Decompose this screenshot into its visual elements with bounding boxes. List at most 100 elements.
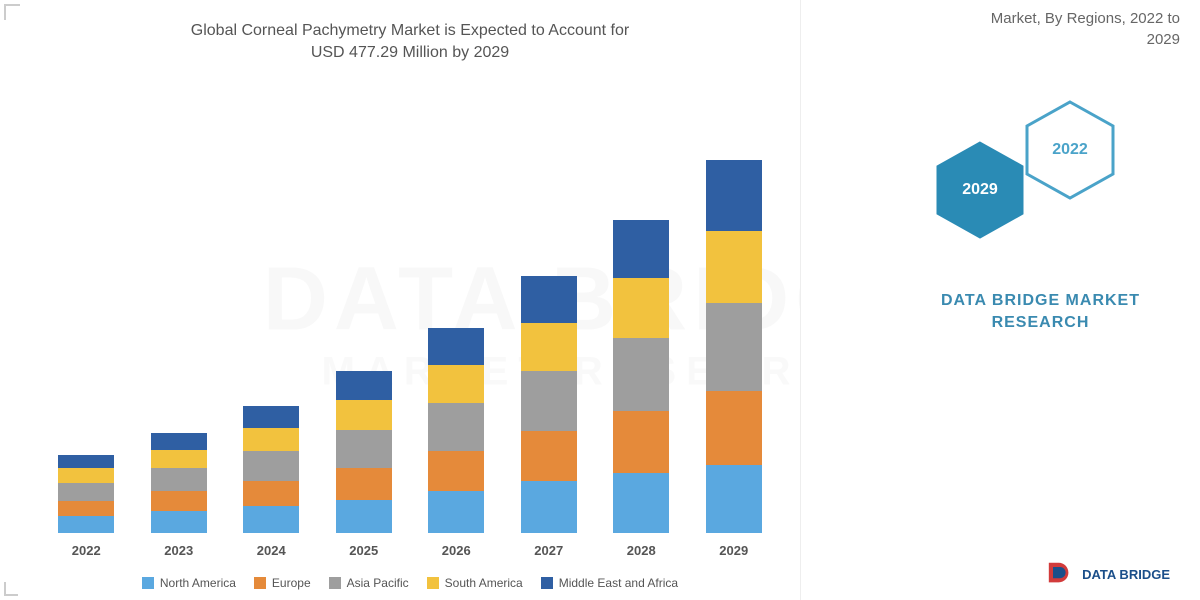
- bar-segment: [706, 231, 762, 303]
- bar-segment: [428, 491, 484, 533]
- legend-item: South America: [427, 576, 523, 590]
- bar-category-label: 2027: [534, 543, 563, 558]
- legend-item: North America: [142, 576, 236, 590]
- side-panel: Market, By Regions, 2022 to 2029 2029 20…: [800, 0, 1200, 600]
- chart-panel: Global Corneal Pachymetry Market is Expe…: [0, 0, 800, 600]
- bar-segment: [706, 465, 762, 533]
- bar-stack: [243, 85, 299, 533]
- bar-segment: [58, 501, 114, 516]
- bar-group: 2028: [595, 85, 688, 558]
- chart-legend: North America Europe Asia Pacific South Ame…: [40, 576, 780, 590]
- legend-swatch: [142, 577, 154, 589]
- legend-item: Asia Pacific: [329, 576, 409, 590]
- bar-group: 2027: [503, 85, 596, 558]
- bar-group: 2024: [225, 85, 318, 558]
- bar-segment: [521, 431, 577, 481]
- bar-category-label: 2029: [719, 543, 748, 558]
- bar-segment: [706, 391, 762, 464]
- logo-icon: [1046, 560, 1074, 588]
- bar-segment: [336, 500, 392, 533]
- bar-stack: [521, 85, 577, 533]
- bar-segment: [243, 506, 299, 533]
- bar-segment: [151, 450, 207, 468]
- brand-text: DATA BRIDGE MARKET RESEARCH: [941, 290, 1140, 335]
- legend-swatch: [254, 577, 266, 589]
- bar-segment: [151, 433, 207, 450]
- bar-segment: [613, 411, 669, 473]
- hex-2029: 2029: [930, 140, 1030, 240]
- bar-segment: [336, 400, 392, 430]
- bar-category-label: 2024: [257, 543, 286, 558]
- bar-group: 2023: [133, 85, 226, 558]
- legend-swatch: [541, 577, 553, 589]
- side-title: Market, By Regions, 2022 to 2029: [991, 8, 1180, 50]
- bar-segment: [521, 276, 577, 323]
- legend-swatch: [329, 577, 341, 589]
- bar-segment: [151, 511, 207, 533]
- bar-segment: [243, 428, 299, 451]
- bar-segment: [58, 483, 114, 501]
- layout-container: Global Corneal Pachymetry Market is Expe…: [0, 0, 1200, 600]
- bar-segment: [521, 481, 577, 533]
- chart-plot-area: 2022 2023 2024 2025 2026 2027 2028 2029: [40, 75, 780, 558]
- bar-segment: [706, 303, 762, 391]
- bar-category-label: 2025: [349, 543, 378, 558]
- bar-category-label: 2026: [442, 543, 471, 558]
- legend-item: Middle East and Africa: [541, 576, 678, 590]
- bar-segment: [613, 220, 669, 278]
- legend-label: South America: [445, 576, 523, 590]
- bar-stack: [58, 85, 114, 533]
- bar-segment: [428, 451, 484, 491]
- bar-stack: [706, 85, 762, 533]
- hex-group: 2029 2022: [900, 100, 1160, 260]
- bar-segment: [58, 455, 114, 468]
- bar-segment: [613, 278, 669, 338]
- hex-2022: 2022: [1020, 100, 1120, 200]
- bar-group: 2025: [318, 85, 411, 558]
- bar-group: 2022: [40, 85, 133, 558]
- hex-2029-label: 2029: [962, 181, 998, 199]
- side-title-line2: 2029: [1147, 31, 1180, 48]
- bar-segment: [151, 491, 207, 511]
- bar-segment: [428, 328, 484, 365]
- bar-stack: [613, 85, 669, 533]
- bar-segment: [336, 468, 392, 500]
- bar-segment: [428, 365, 484, 403]
- chart-title-line2: USD 477.29 Million by 2029: [311, 44, 509, 61]
- legend-label: Asia Pacific: [347, 576, 409, 590]
- bar-segment: [151, 468, 207, 491]
- bar-segment: [243, 481, 299, 506]
- bar-segment: [521, 371, 577, 431]
- bar-segment: [613, 338, 669, 411]
- bar-segment: [336, 430, 392, 468]
- legend-label: Europe: [272, 576, 311, 590]
- bar-segment: [58, 516, 114, 533]
- bar-category-label: 2023: [164, 543, 193, 558]
- bar-stack: [428, 85, 484, 533]
- brand-line1: DATA BRIDGE MARKET: [941, 292, 1140, 309]
- chart-title: Global Corneal Pachymetry Market is Expe…: [40, 20, 780, 65]
- legend-label: Middle East and Africa: [559, 576, 678, 590]
- legend-swatch: [427, 577, 439, 589]
- bar-segment: [706, 160, 762, 232]
- bar-category-label: 2022: [72, 543, 101, 558]
- bar-segment: [521, 323, 577, 371]
- bar-group: 2029: [688, 85, 781, 558]
- footer-text: DATA BRIDGE: [1082, 567, 1170, 582]
- legend-item: Europe: [254, 576, 311, 590]
- bar-category-label: 2028: [627, 543, 656, 558]
- bar-stack: [151, 85, 207, 533]
- bar-group: 2026: [410, 85, 503, 558]
- chart-title-line1: Global Corneal Pachymetry Market is Expe…: [191, 22, 629, 39]
- bar-segment: [336, 371, 392, 399]
- bar-segment: [243, 451, 299, 481]
- bar-segment: [58, 468, 114, 483]
- bar-segment: [243, 406, 299, 428]
- side-title-line1: Market, By Regions, 2022 to: [991, 10, 1180, 27]
- bar-stack: [336, 85, 392, 533]
- brand-line2: RESEARCH: [992, 314, 1090, 331]
- legend-label: North America: [160, 576, 236, 590]
- footer-logo: DATA BRIDGE: [1046, 560, 1170, 588]
- bar-segment: [613, 473, 669, 533]
- bar-segment: [428, 403, 484, 451]
